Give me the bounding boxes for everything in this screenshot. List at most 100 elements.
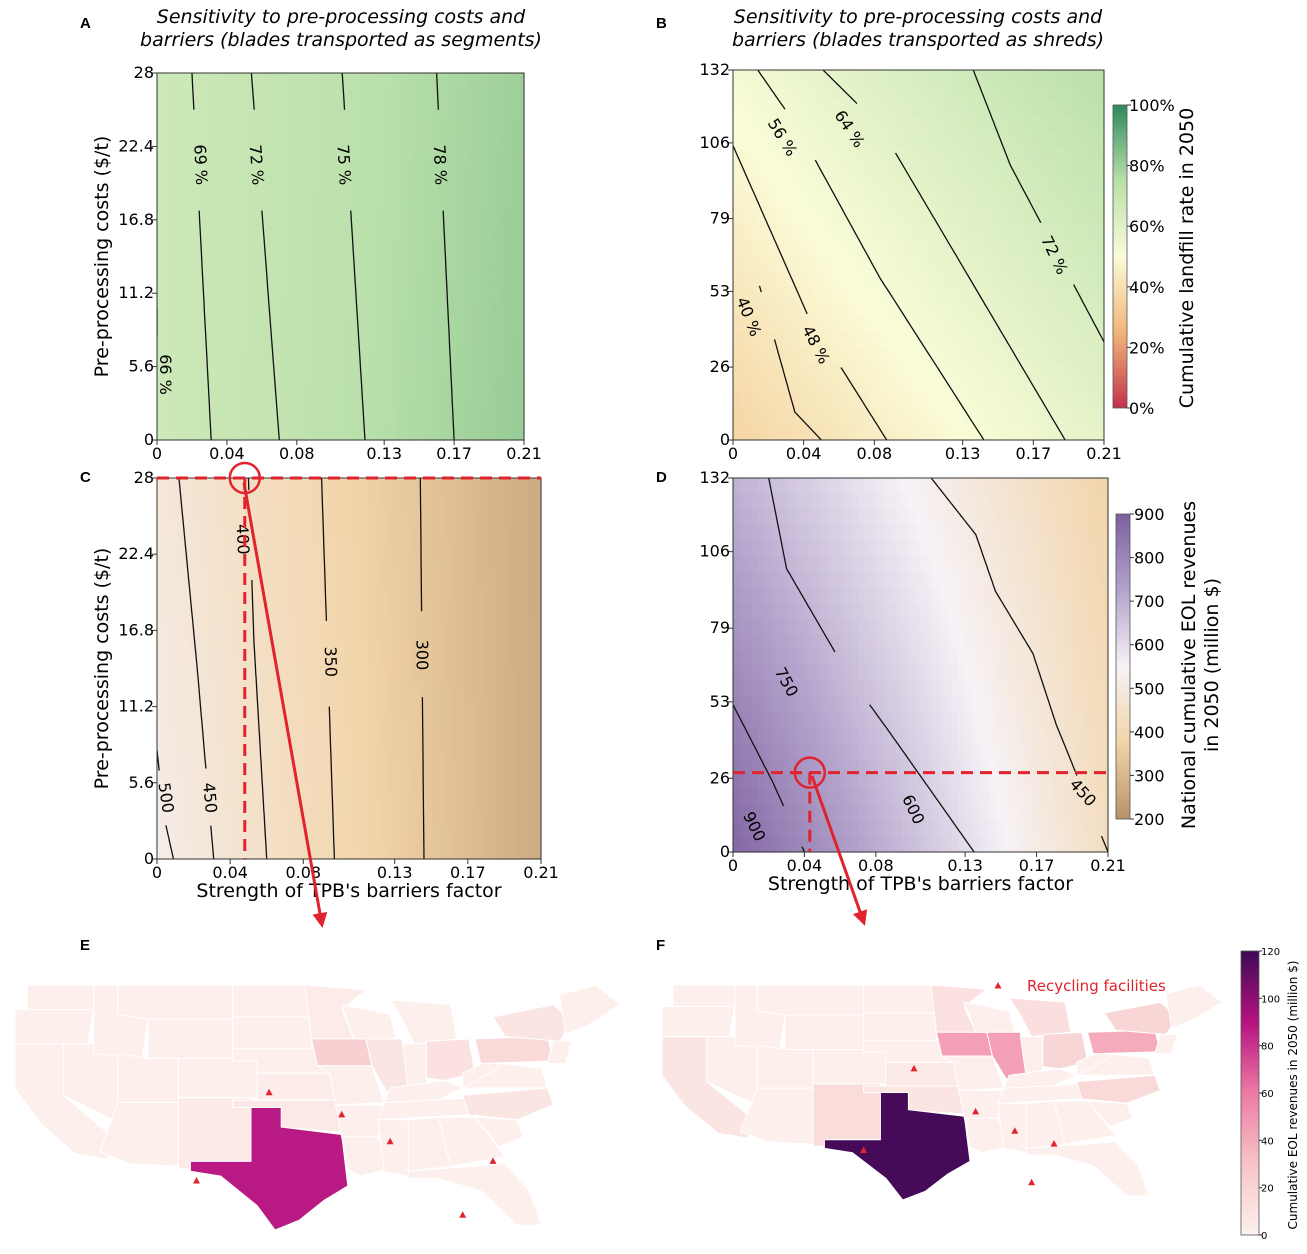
heatmap-cell — [845, 571, 853, 588]
heatmap-cell — [248, 225, 256, 242]
heatmap-cell — [322, 149, 329, 166]
heatmap-cell — [426, 149, 433, 166]
heatmap-cell — [789, 587, 797, 604]
heatmap-cell — [869, 393, 876, 410]
heatmap-cell — [511, 394, 519, 411]
heatmap-cell — [511, 241, 519, 258]
heatmap-cell — [980, 85, 988, 102]
heatmap-cell — [838, 393, 845, 410]
heatmap-cell — [534, 843, 542, 860]
heatmap-cell — [349, 509, 356, 527]
heatmap-cell — [342, 700, 350, 717]
heatmap-cell — [875, 316, 882, 333]
heatmap-cell — [770, 571, 778, 588]
heatmap-cell — [826, 478, 834, 495]
heatmap-cell — [323, 636, 331, 654]
heatmap-cell — [432, 256, 439, 273]
heatmap-cell — [502, 795, 510, 812]
heatmap-cell — [961, 116, 969, 133]
heatmap-cell — [303, 134, 311, 151]
heatmap-cell — [340, 195, 348, 212]
heatmap-cell — [419, 605, 427, 622]
heatmap-cell — [751, 347, 759, 364]
heatmap-cell — [432, 747, 440, 765]
heatmap-cell — [862, 177, 870, 194]
heatmap-cell — [906, 147, 913, 164]
heatmap-cell — [450, 103, 458, 120]
heatmap-cell — [328, 271, 335, 288]
heatmap-cell — [456, 394, 464, 411]
heatmap-cell — [788, 316, 796, 333]
heatmap-cell — [776, 85, 784, 102]
heatmap-cell — [230, 317, 238, 334]
heatmap-cell — [470, 541, 478, 558]
heatmap-cell — [1076, 540, 1084, 557]
heatmap-cell — [1064, 587, 1072, 604]
heatmap-cell — [462, 164, 470, 181]
heatmap-cell — [844, 347, 852, 364]
heatmap-cell — [401, 378, 409, 395]
heatmap-cell — [260, 394, 268, 411]
heatmap-cell — [1017, 255, 1025, 272]
heatmap-cell — [1048, 270, 1056, 287]
heatmap-cell — [493, 271, 501, 288]
heatmap-cell — [1091, 70, 1099, 87]
heatmap-cell — [477, 843, 484, 860]
heatmap-cell — [157, 795, 164, 812]
heatmap-cell — [420, 88, 427, 105]
heatmap-cell — [493, 348, 501, 365]
heatmap-cell — [924, 147, 932, 164]
heatmap-cell — [739, 602, 747, 619]
heatmap-cell — [1008, 555, 1015, 573]
heatmap-cell — [364, 394, 372, 411]
heatmap-cell — [355, 541, 363, 558]
heatmap-cell — [899, 193, 907, 210]
heatmap-cell — [218, 271, 225, 288]
heatmap-cell — [468, 302, 476, 319]
heatmap-cell — [844, 424, 852, 441]
heatmap-cell — [291, 409, 299, 426]
heatmap-cell — [924, 224, 932, 241]
heatmap-cell — [505, 256, 513, 273]
heatmap-cell — [515, 811, 523, 828]
heatmap-cell — [291, 779, 299, 797]
heatmap-cell — [918, 224, 926, 241]
heatmap-cell — [1051, 571, 1059, 588]
heatmap-cell — [445, 843, 452, 860]
heatmap-cell — [813, 100, 821, 117]
heatmap-cell — [943, 70, 951, 87]
heatmap-cell — [814, 571, 822, 588]
heatmap-cell — [831, 100, 839, 117]
heatmap-cell — [820, 540, 828, 557]
heatmap-cell — [364, 302, 372, 319]
heatmap-cell — [924, 177, 932, 194]
heatmap-cell — [521, 716, 529, 733]
heatmap-cell — [983, 602, 990, 619]
heatmap-cell — [980, 332, 988, 349]
heatmap-cell — [169, 589, 177, 606]
heatmap-cell — [272, 668, 280, 685]
heatmap-cell — [297, 225, 305, 242]
heatmap-cell — [751, 316, 759, 333]
heatmap-cell — [265, 795, 273, 812]
heatmap-cell — [955, 224, 963, 241]
heatmap-cell — [254, 180, 262, 196]
heatmap-cell — [451, 684, 459, 701]
heatmap-cell — [285, 763, 292, 781]
contour-line — [757, 70, 985, 440]
heatmap-cell — [1066, 301, 1074, 318]
heatmap-cell — [242, 302, 250, 319]
heatmap-cell — [534, 700, 542, 717]
heatmap-cell — [1091, 85, 1099, 102]
heatmap-cell — [309, 271, 317, 288]
heatmap-cell — [444, 149, 452, 166]
heatmap-cell — [1005, 270, 1012, 287]
heatmap-cell — [438, 684, 446, 701]
heatmap-cell — [451, 509, 459, 527]
heatmap-cell — [176, 763, 184, 781]
heatmap-cell — [199, 195, 207, 212]
heatmap-cell — [260, 149, 268, 166]
heatmap-cell — [949, 177, 957, 194]
heatmap-cell — [340, 409, 348, 426]
heatmap-cell — [464, 700, 472, 717]
